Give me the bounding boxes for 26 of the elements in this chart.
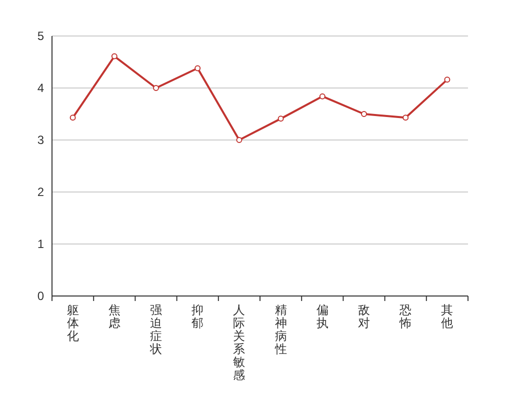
y-tick-label: 1 bbox=[37, 237, 44, 251]
x-tick-label: 躯体化 bbox=[66, 303, 79, 343]
point bbox=[278, 116, 284, 122]
x-tick-label: 人际关系敏感 bbox=[233, 303, 246, 382]
point bbox=[402, 114, 409, 121]
y-tick-label: 3 bbox=[37, 133, 44, 147]
point bbox=[111, 53, 118, 60]
point bbox=[361, 111, 367, 117]
x-tick-label: 焦虑 bbox=[108, 303, 120, 330]
y-tick-label: 0 bbox=[37, 289, 44, 303]
y-tick-label: 5 bbox=[37, 29, 44, 43]
point bbox=[70, 114, 76, 121]
y-tick-label: 4 bbox=[37, 81, 44, 95]
point bbox=[236, 137, 242, 143]
x-tick-label: 抑郁 bbox=[192, 303, 204, 330]
point bbox=[194, 65, 201, 72]
x-tick-label: 精神病性 bbox=[274, 303, 287, 356]
y-tick-label: 2 bbox=[37, 185, 44, 199]
point bbox=[444, 76, 450, 83]
point bbox=[153, 85, 159, 91]
x-tick-label: 敌对 bbox=[358, 303, 370, 330]
x-tick-label: 恐怖 bbox=[398, 303, 412, 330]
point bbox=[319, 93, 326, 100]
x-tick-label: 其他 bbox=[441, 303, 454, 330]
x-tick-label: 强迫症状 bbox=[149, 303, 162, 356]
x-tick-label: 偏执 bbox=[316, 303, 328, 330]
